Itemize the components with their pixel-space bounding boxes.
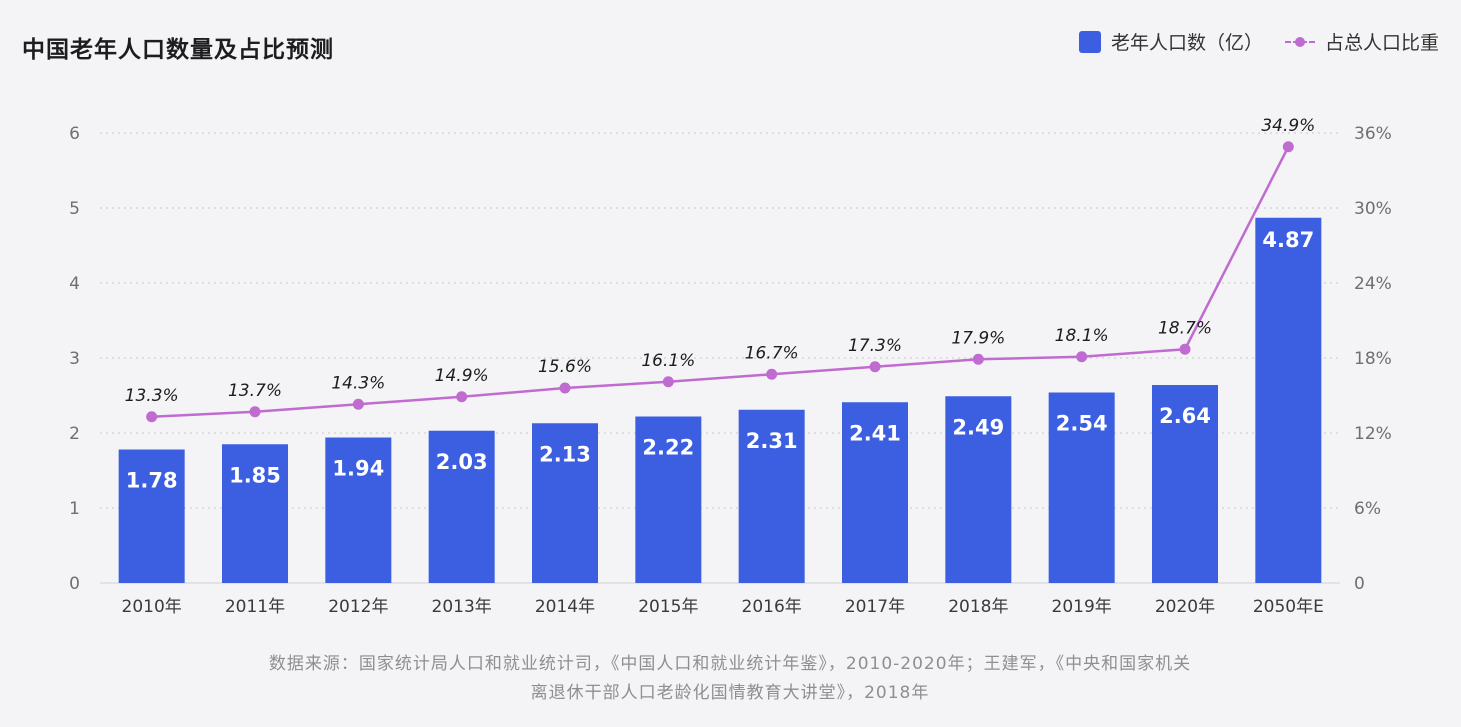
bar-value-label: 2.41 bbox=[849, 421, 901, 445]
line-value-label: 13.3% bbox=[125, 386, 179, 406]
bar-value-label: 2.31 bbox=[746, 429, 798, 453]
bar bbox=[222, 444, 288, 583]
y-right-tick-label: 0 bbox=[1354, 574, 1365, 594]
line-point bbox=[146, 411, 158, 423]
bar-value-label: 1.85 bbox=[229, 463, 281, 487]
legend-item-bar: 老年人口数（亿） bbox=[1078, 28, 1263, 55]
line-point bbox=[972, 353, 984, 365]
y-right-tick-label: 30% bbox=[1354, 199, 1392, 219]
line-point bbox=[869, 361, 881, 373]
legend-bar-swatch bbox=[1078, 30, 1101, 53]
line-point bbox=[352, 398, 364, 410]
bar bbox=[325, 437, 392, 583]
line-value-label: 16.7% bbox=[745, 343, 799, 363]
line-point bbox=[559, 382, 571, 394]
line-value-label: 13.7% bbox=[228, 381, 282, 401]
bar bbox=[635, 416, 702, 583]
x-tick-label: 2010年 bbox=[122, 597, 182, 617]
line-value-label: 17.9% bbox=[951, 328, 1005, 348]
x-tick-label: 2016年 bbox=[742, 597, 802, 617]
line-value-label: 18.1% bbox=[1055, 326, 1109, 346]
legend: 老年人口数（亿） 占总人口比重 bbox=[1078, 28, 1439, 55]
x-tick-label: 2018年 bbox=[948, 597, 1008, 617]
line-series-path bbox=[151, 146, 1290, 418]
line-value-label: 17.3% bbox=[848, 336, 902, 356]
line-point bbox=[456, 391, 468, 403]
line-value-label: 18.7% bbox=[1158, 318, 1212, 338]
x-tick-label: 2013年 bbox=[432, 597, 492, 617]
y-left-tick-label: 3 bbox=[69, 349, 80, 369]
y-left-tick-label: 0 bbox=[69, 574, 80, 594]
bar-value-label: 2.54 bbox=[1056, 412, 1108, 436]
bar-value-label: 2.64 bbox=[1159, 404, 1211, 428]
y-right-tick-label: 24% bbox=[1354, 274, 1392, 294]
line-value-label: 34.9% bbox=[1261, 116, 1315, 136]
source-note: 数据来源：国家统计局人口和就业统计司，《中国人口和就业统计年鉴》，2010-20… bbox=[150, 650, 1310, 708]
bar bbox=[1048, 392, 1115, 583]
source-note-line2: 离退休干部人口老龄化国情教育大讲堂》，2018年 bbox=[530, 683, 930, 703]
line-value-label: 14.3% bbox=[331, 373, 385, 393]
y-left-tick-label: 2 bbox=[69, 424, 80, 444]
bar-value-label: 1.94 bbox=[332, 457, 384, 481]
x-tick-label: 2017年 bbox=[845, 597, 905, 617]
line-value-label: 16.1% bbox=[641, 351, 695, 371]
line-point bbox=[662, 376, 674, 388]
bar-value-label: 2.03 bbox=[436, 450, 488, 474]
legend-line-swatch bbox=[1284, 31, 1315, 53]
bar-value-label: 4.87 bbox=[1262, 228, 1314, 252]
bar-value-label: 2.22 bbox=[642, 436, 694, 460]
x-tick-label: 2015年 bbox=[638, 597, 698, 617]
x-tick-label: 2020年 bbox=[1155, 597, 1215, 617]
line-point bbox=[1282, 141, 1294, 153]
y-right-tick-label: 36% bbox=[1354, 124, 1392, 144]
x-tick-label: 2019年 bbox=[1052, 597, 1112, 617]
bar-value-label: 2.13 bbox=[539, 442, 591, 466]
y-right-tick-label: 12% bbox=[1354, 424, 1392, 444]
bar bbox=[1152, 385, 1218, 583]
line-point bbox=[1179, 343, 1191, 355]
source-note-line1: 数据来源：国家统计局人口和就业统计司，《中国人口和就业统计年鉴》，2010-20… bbox=[268, 654, 1192, 674]
y-left-tick-label: 5 bbox=[69, 199, 80, 219]
bar bbox=[842, 402, 908, 583]
y-left-tick-label: 1 bbox=[69, 499, 80, 519]
x-tick-label: 2014年 bbox=[535, 597, 595, 617]
x-tick-label: 2050年E bbox=[1253, 597, 1324, 617]
legend-line-label: 占总人口比重 bbox=[1324, 32, 1439, 54]
bar bbox=[738, 409, 805, 583]
bar bbox=[118, 449, 185, 583]
y-right-tick-label: 18% bbox=[1354, 349, 1392, 369]
line-point bbox=[249, 406, 261, 418]
line-point bbox=[1076, 351, 1088, 363]
bar bbox=[428, 430, 495, 583]
legend-bar-label: 老年人口数（亿） bbox=[1110, 32, 1263, 54]
bar bbox=[532, 423, 598, 583]
x-tick-label: 2011年 bbox=[225, 597, 285, 617]
y-right-tick-label: 6% bbox=[1354, 499, 1381, 519]
line-value-label: 15.6% bbox=[538, 357, 592, 377]
bar bbox=[1255, 217, 1322, 583]
bar bbox=[945, 396, 1012, 583]
legend-item-line: 占总人口比重 bbox=[1284, 28, 1439, 55]
line-point bbox=[766, 368, 778, 380]
bar-value-label: 1.78 bbox=[126, 469, 178, 493]
line-value-label: 14.9% bbox=[435, 366, 489, 386]
y-left-tick-label: 6 bbox=[69, 124, 80, 144]
bar-value-label: 2.49 bbox=[952, 415, 1004, 439]
y-left-tick-label: 4 bbox=[69, 274, 80, 294]
x-tick-label: 2012年 bbox=[328, 597, 388, 617]
chart-title: 中国老年人口数量及占比预测 bbox=[22, 37, 334, 63]
